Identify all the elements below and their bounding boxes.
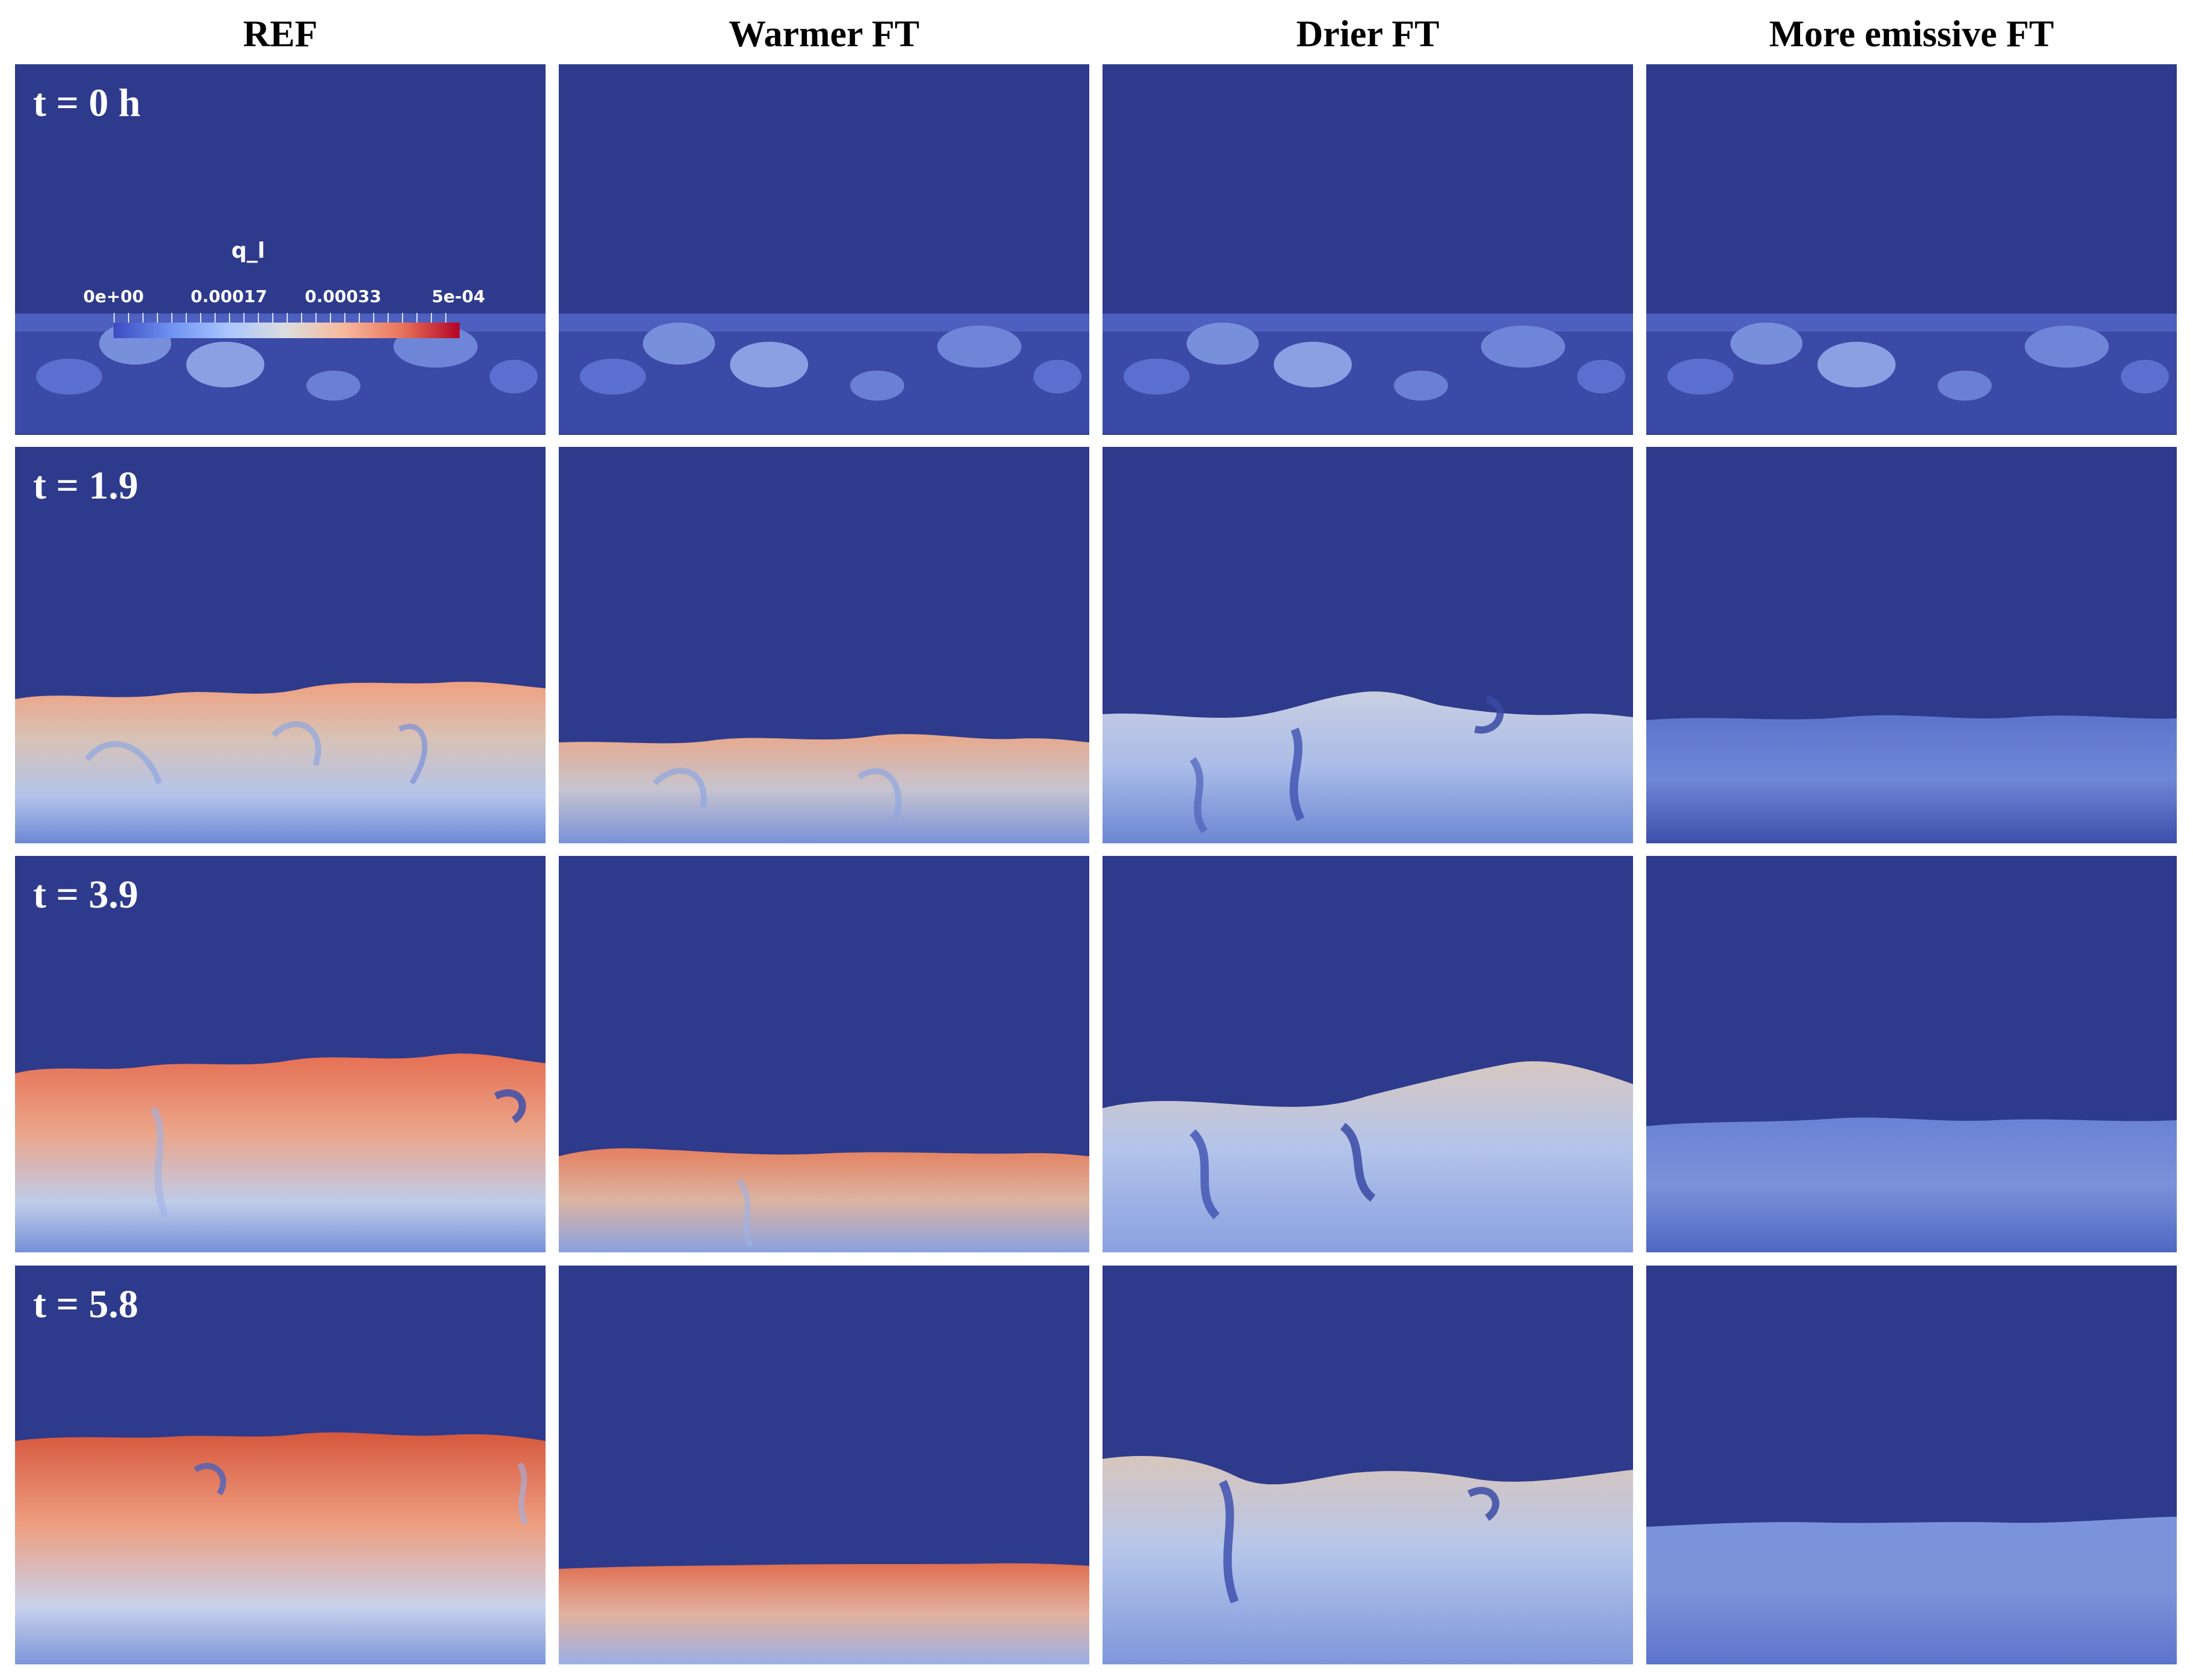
cloud-field-image — [559, 856, 1089, 1252]
cloud-field-image — [15, 447, 546, 843]
time-label-t3: t = 5.8 — [33, 1282, 139, 1326]
cloud-field-image — [1646, 447, 2177, 843]
column-title-ref: REF — [243, 14, 318, 55]
cloud-field-image — [1646, 64, 2177, 435]
panel-warmer-ft-t1 — [559, 447, 1089, 843]
panel-drier-ft-t3 — [1103, 1266, 1633, 1664]
panel-warmer-ft-t3 — [559, 1266, 1089, 1664]
colorbar-gradient — [114, 323, 460, 338]
panel-more-emissive-ft-t3 — [1646, 1266, 2177, 1664]
panel-more-emissive-ft-t2 — [1646, 856, 2177, 1252]
column-title-more-emissive-ft: More emissive FT — [1769, 14, 2054, 55]
colorbar-tick: 5e-04 — [431, 287, 485, 306]
panel-ref-t0: t = 0 h q_l 0e+00 0.00017 0.00033 5e-04 — [15, 64, 546, 435]
panel-ref-t1: t = 1.9 — [15, 447, 546, 843]
column-title-drier-ft: Drier FT — [1296, 14, 1440, 55]
column-title-warmer-ft: Warmer FT — [728, 14, 920, 55]
panel-drier-ft-t2 — [1103, 856, 1633, 1252]
cloud-field-image — [1103, 856, 1633, 1252]
cloud-field-image — [559, 1266, 1089, 1664]
panel-warmer-ft-t2 — [559, 856, 1089, 1252]
colorbar-tick: 0.00033 — [305, 287, 382, 306]
cloud-field-image — [1103, 447, 1633, 843]
panel-drier-ft-t1 — [1103, 447, 1633, 843]
cloud-field-image — [1646, 856, 2177, 1252]
cloud-field-image — [15, 856, 546, 1252]
time-label-t2: t = 3.9 — [33, 873, 139, 917]
colorbar: q_l 0e+00 0.00017 0.00033 5e-04 — [74, 238, 485, 359]
panel-ref-t2: t = 3.9 — [15, 856, 546, 1252]
panel-ref-t3: t = 5.8 — [15, 1266, 546, 1664]
cloud-field-image — [559, 64, 1089, 435]
cloud-field-image — [1646, 1266, 2177, 1664]
cloud-field-image — [559, 447, 1089, 843]
panel-more-emissive-ft-t0 — [1646, 64, 2177, 435]
time-label-t0: t = 0 h — [33, 81, 141, 125]
colorbar-title: q_l — [231, 238, 266, 263]
panel-drier-ft-t0 — [1103, 64, 1633, 435]
panel-more-emissive-ft-t1 — [1646, 447, 2177, 843]
colorbar-tick: 0e+00 — [83, 287, 144, 306]
panel-warmer-ft-t0 — [559, 64, 1089, 435]
cloud-field-image — [1103, 1266, 1633, 1664]
time-label-t1: t = 1.9 — [33, 464, 139, 508]
cloud-field-image — [15, 1266, 546, 1664]
colorbar-minor-ticks — [114, 313, 460, 323]
cloud-field-image — [1103, 64, 1633, 435]
colorbar-tick: 0.00017 — [190, 287, 267, 306]
